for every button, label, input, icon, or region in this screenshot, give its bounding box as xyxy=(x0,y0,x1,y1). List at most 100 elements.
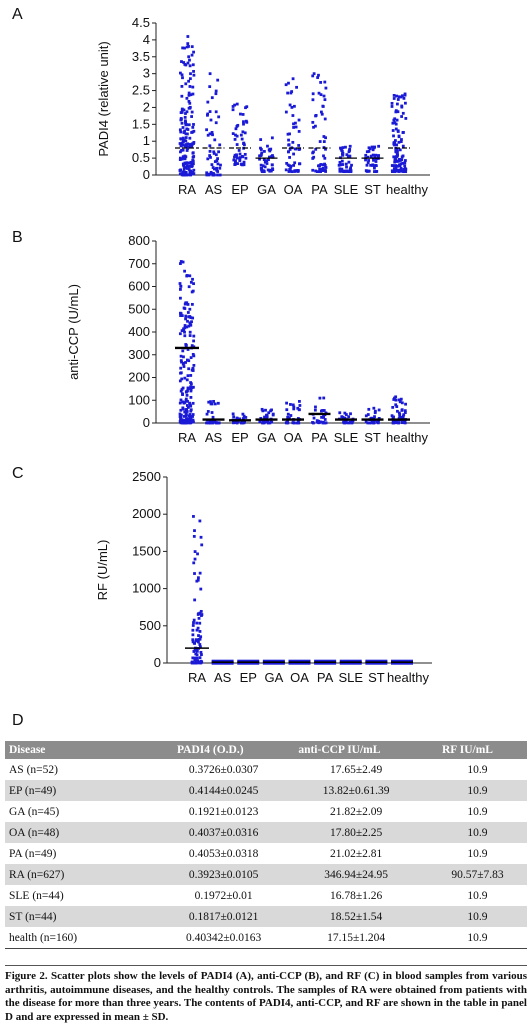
data-point xyxy=(404,117,408,120)
data-point xyxy=(185,325,189,329)
data-point xyxy=(342,170,346,174)
data-point xyxy=(260,169,264,172)
y-tick-label: 700 xyxy=(128,256,150,271)
data-point xyxy=(179,314,182,317)
data-point xyxy=(195,661,199,665)
data-point xyxy=(213,160,217,163)
data-point xyxy=(193,656,197,660)
data-point xyxy=(364,153,368,157)
table-cell: 0.3923±0.0105 xyxy=(163,864,285,885)
data-point xyxy=(391,421,395,425)
data-point xyxy=(262,421,266,425)
data-point xyxy=(365,150,369,154)
data-point xyxy=(188,322,192,326)
y-tick-label: 2500 xyxy=(132,469,161,484)
table-cell: 18.52±1.54 xyxy=(284,906,428,927)
data-point xyxy=(263,415,267,419)
data-point xyxy=(289,91,293,95)
table-cell: 346.94±24.95 xyxy=(284,864,428,885)
data-point xyxy=(189,389,193,393)
data-point xyxy=(181,136,185,140)
data-point xyxy=(182,138,186,142)
data-point xyxy=(242,142,245,145)
x-tick-label: RA xyxy=(188,670,206,685)
data-point xyxy=(181,260,185,264)
data-point xyxy=(292,152,295,156)
data-point xyxy=(191,413,195,416)
data-point xyxy=(323,156,327,160)
data-point xyxy=(185,96,189,100)
data-point xyxy=(264,408,267,412)
x-tick-label: OA xyxy=(290,670,309,685)
data-point xyxy=(216,173,219,177)
data-point xyxy=(210,411,214,414)
data-point xyxy=(180,421,183,425)
data-point xyxy=(240,154,244,158)
data-point xyxy=(206,100,210,104)
data-point xyxy=(260,407,264,411)
data-point xyxy=(294,125,298,129)
data-point xyxy=(400,115,404,118)
data-point xyxy=(181,393,184,396)
data-point xyxy=(233,159,237,163)
data-point xyxy=(374,153,378,157)
data-point xyxy=(394,403,398,407)
data-point xyxy=(190,320,193,324)
data-point xyxy=(397,421,401,425)
data-point xyxy=(193,550,197,553)
data-point xyxy=(401,421,405,425)
data-point xyxy=(322,94,326,98)
data-point xyxy=(322,135,326,138)
data-point xyxy=(187,93,191,97)
data-point xyxy=(183,161,187,165)
data-point xyxy=(397,163,401,167)
data-point xyxy=(322,396,326,400)
data-point xyxy=(215,159,219,163)
data-point xyxy=(266,144,269,148)
data-point xyxy=(314,405,317,409)
data-point xyxy=(194,638,198,642)
data-point xyxy=(319,170,322,174)
data-point xyxy=(218,166,222,170)
data-point xyxy=(262,169,266,173)
data-point xyxy=(392,94,396,97)
data-point xyxy=(187,91,191,95)
data-point xyxy=(186,61,190,65)
data-point xyxy=(190,172,194,176)
data-point xyxy=(347,415,351,419)
data-point xyxy=(196,552,199,556)
data-point xyxy=(236,156,239,160)
data-point xyxy=(265,416,269,420)
data-point xyxy=(322,140,326,143)
data-point xyxy=(180,388,184,391)
data-point xyxy=(183,129,187,133)
data-point xyxy=(212,173,216,177)
y-tick-label: 600 xyxy=(128,279,150,294)
data-point xyxy=(209,156,212,159)
data-point xyxy=(191,162,195,166)
table-cell: OA (n=48) xyxy=(5,822,163,843)
data-point xyxy=(350,163,353,167)
x-tick-label: EP xyxy=(231,182,248,197)
data-point xyxy=(241,417,245,421)
data-point xyxy=(319,81,323,84)
data-point xyxy=(337,163,341,167)
data-point xyxy=(231,105,235,108)
data-point xyxy=(179,419,182,422)
data-point xyxy=(321,104,325,108)
data-point xyxy=(391,129,395,132)
data-point xyxy=(192,73,196,77)
data-point xyxy=(187,100,191,103)
data-point xyxy=(242,122,245,126)
data-point xyxy=(190,115,194,118)
data-point xyxy=(184,408,188,412)
panel-label-a: A xyxy=(12,6,23,23)
table-cell: 17.65±2.49 xyxy=(329,763,383,776)
data-point xyxy=(215,166,219,170)
data-point xyxy=(187,55,191,59)
data-point xyxy=(185,132,189,136)
table-cell: 0.40342±0.0163 xyxy=(186,931,262,944)
data-point xyxy=(182,327,185,331)
data-point xyxy=(341,151,345,155)
data-point xyxy=(214,110,218,114)
